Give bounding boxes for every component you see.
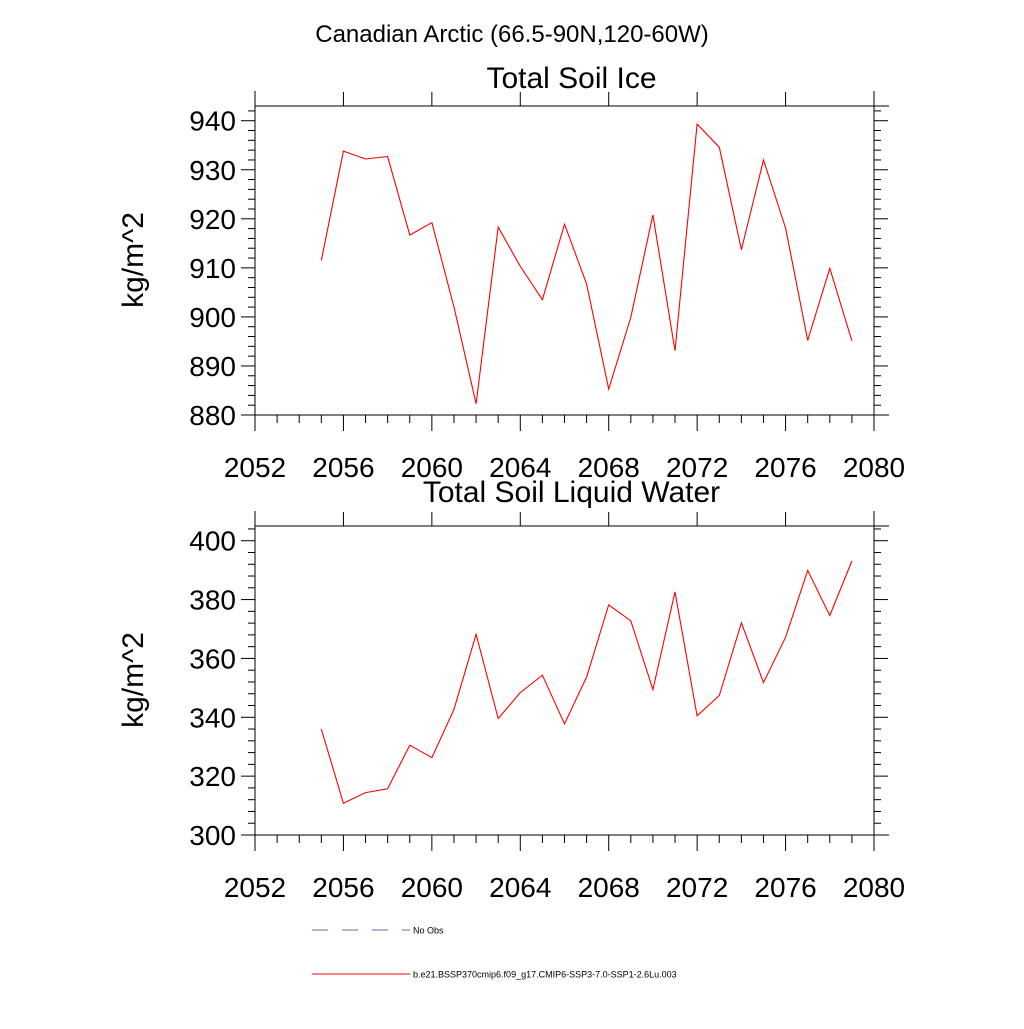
y-tick-label: 890 [189, 351, 236, 382]
y-tick-label: 320 [189, 761, 236, 792]
panel-title: Total Soil Liquid Water [423, 476, 720, 509]
x-tick-label: 2072 [666, 872, 728, 903]
legend-label-no-obs: No Obs [413, 926, 444, 936]
x-tick-label: 2056 [312, 452, 374, 483]
legend-label-model: b.e21.BSSP370cmip6.f09_g17.CMIP6-SSP3-7.… [413, 970, 677, 980]
x-tick-label: 2068 [578, 872, 640, 903]
y-tick-label: 910 [189, 253, 236, 284]
y-tick-label: 940 [189, 106, 236, 137]
y-tick-label: 930 [189, 155, 236, 186]
x-tick-label: 2068 [578, 452, 640, 483]
y-tick-label: 340 [189, 702, 236, 733]
y-axis-label: kg/m^2 [117, 212, 150, 308]
panel-total-soil-ice: Total Soil Ice kg/m^2 2052 2056 2060 2064 2068… [117, 62, 905, 483]
series-line [320, 122, 853, 404]
x-tick-label: 2060 [401, 872, 463, 903]
x-tick-label: 2080 [843, 452, 905, 483]
panel-total-soil-liquid-water: Total Soil Liquid Water kg/m^2 2052 2056 206… [117, 476, 905, 903]
x-tick-label: 2052 [224, 452, 286, 483]
y-tick-label: 920 [189, 204, 236, 235]
x-tick-label: 2080 [843, 872, 905, 903]
y-tick-label: 880 [189, 400, 236, 431]
x-tick-label: 2064 [489, 872, 551, 903]
legend: No Obs b.e21.BSSP370cmip6.f09_g17.CMIP6-… [312, 926, 677, 980]
y-tick-label: 400 [189, 526, 236, 557]
x-tick-label: 2052 [224, 872, 286, 903]
x-tick-label: 2064 [489, 452, 551, 483]
y-axis-label: kg/m^2 [117, 632, 150, 728]
x-tick-label: 2072 [666, 452, 728, 483]
x-tick-label: 2076 [754, 872, 816, 903]
y-tick-label: 300 [189, 820, 236, 851]
x-tick-label: 2076 [754, 452, 816, 483]
x-tick-label: 2060 [401, 452, 463, 483]
series-line [320, 560, 853, 804]
panel-title: Total Soil Ice [486, 62, 656, 95]
y-tick-label: 380 [189, 585, 236, 616]
x-tick-label: 2056 [312, 872, 374, 903]
figure-title: Canadian Arctic (66.5-90N,120-60W) [315, 21, 709, 48]
y-tick-label: 360 [189, 643, 236, 674]
y-tick-label: 900 [189, 302, 236, 333]
